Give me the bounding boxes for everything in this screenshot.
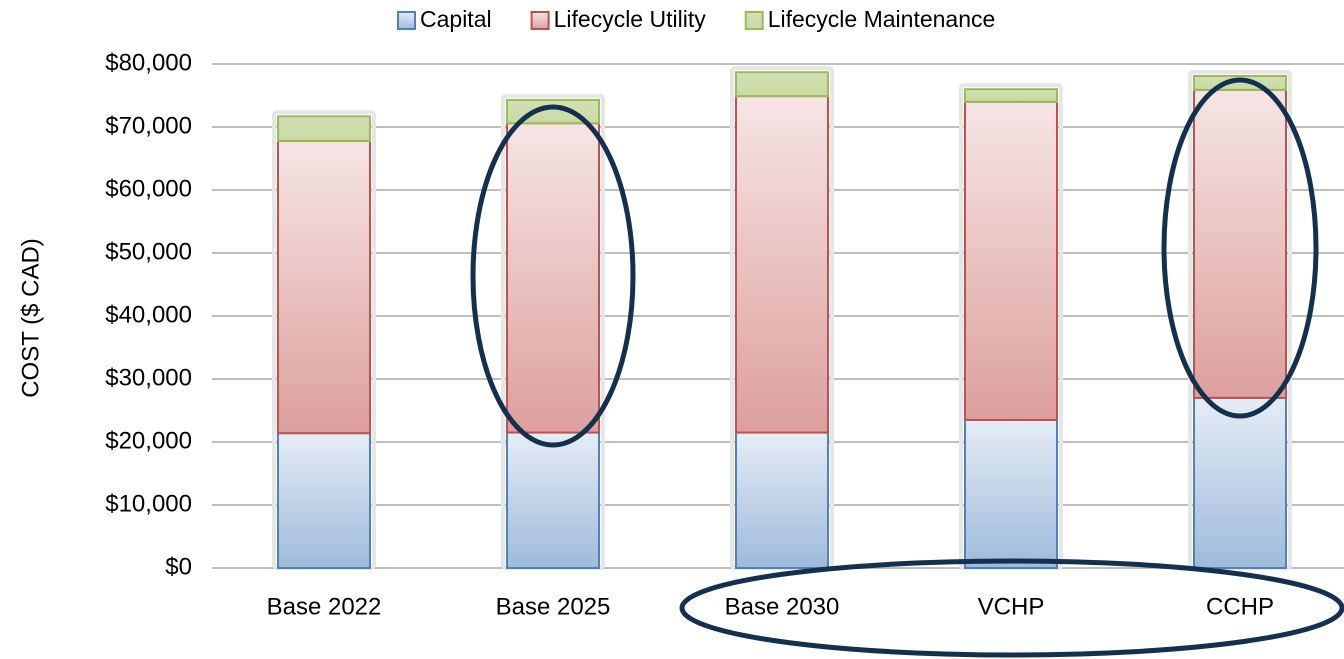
plot-area (212, 63, 1344, 570)
bar-segment (735, 431, 829, 569)
y-tick-label: $0 (165, 553, 192, 580)
x-tick-label: Base 2030 (725, 593, 840, 620)
legend-swatch (530, 11, 550, 30)
highlight-ellipse (470, 104, 636, 448)
x-tick-label: VCHP (978, 593, 1045, 620)
highlight-ellipse (1161, 77, 1319, 419)
y-tick-label: $80,000 (105, 49, 192, 76)
y-tick-label: $60,000 (105, 175, 192, 202)
legend-swatch (397, 11, 416, 30)
x-tick-label: Base 2025 (496, 593, 611, 620)
y-tick-label: $50,000 (105, 238, 192, 265)
x-tick-label: Base 2022 (267, 593, 382, 620)
legend-label: Lifecycle Maintenance (768, 6, 996, 32)
bar-segment (506, 122, 600, 434)
highlight-ellipse (679, 558, 1344, 658)
annotations (470, 77, 1344, 658)
x-tick-label: CCHP (1206, 593, 1274, 620)
legend: Capital Lifecycle Utility Lifecycle Mainte… (397, 6, 996, 32)
bar-segment (277, 139, 371, 435)
y-tick-label: $40,000 (105, 301, 192, 328)
bar-segment (277, 432, 371, 569)
bar-segment (964, 88, 1058, 103)
bar-segment (506, 431, 600, 569)
legend-swatch (744, 11, 764, 30)
bar-segment (964, 418, 1058, 570)
bar-segment (506, 98, 600, 125)
legend-label: Capital (420, 6, 492, 32)
bar-segment (964, 100, 1058, 421)
bar-segment (1193, 396, 1287, 569)
y-tick-label: $70,000 (105, 112, 192, 139)
y-tick-label: $20,000 (105, 427, 192, 454)
legend-label: Lifecycle Utility (554, 6, 707, 32)
y-tick-label: $10,000 (105, 490, 192, 517)
y-tick-label: $30,000 (105, 364, 192, 391)
y-axis-label: COST ($ CAD) (17, 238, 44, 398)
bar-segment (735, 95, 829, 434)
bar-segment (1193, 88, 1287, 399)
bar-segment (735, 71, 829, 98)
bar-segment (277, 115, 371, 142)
